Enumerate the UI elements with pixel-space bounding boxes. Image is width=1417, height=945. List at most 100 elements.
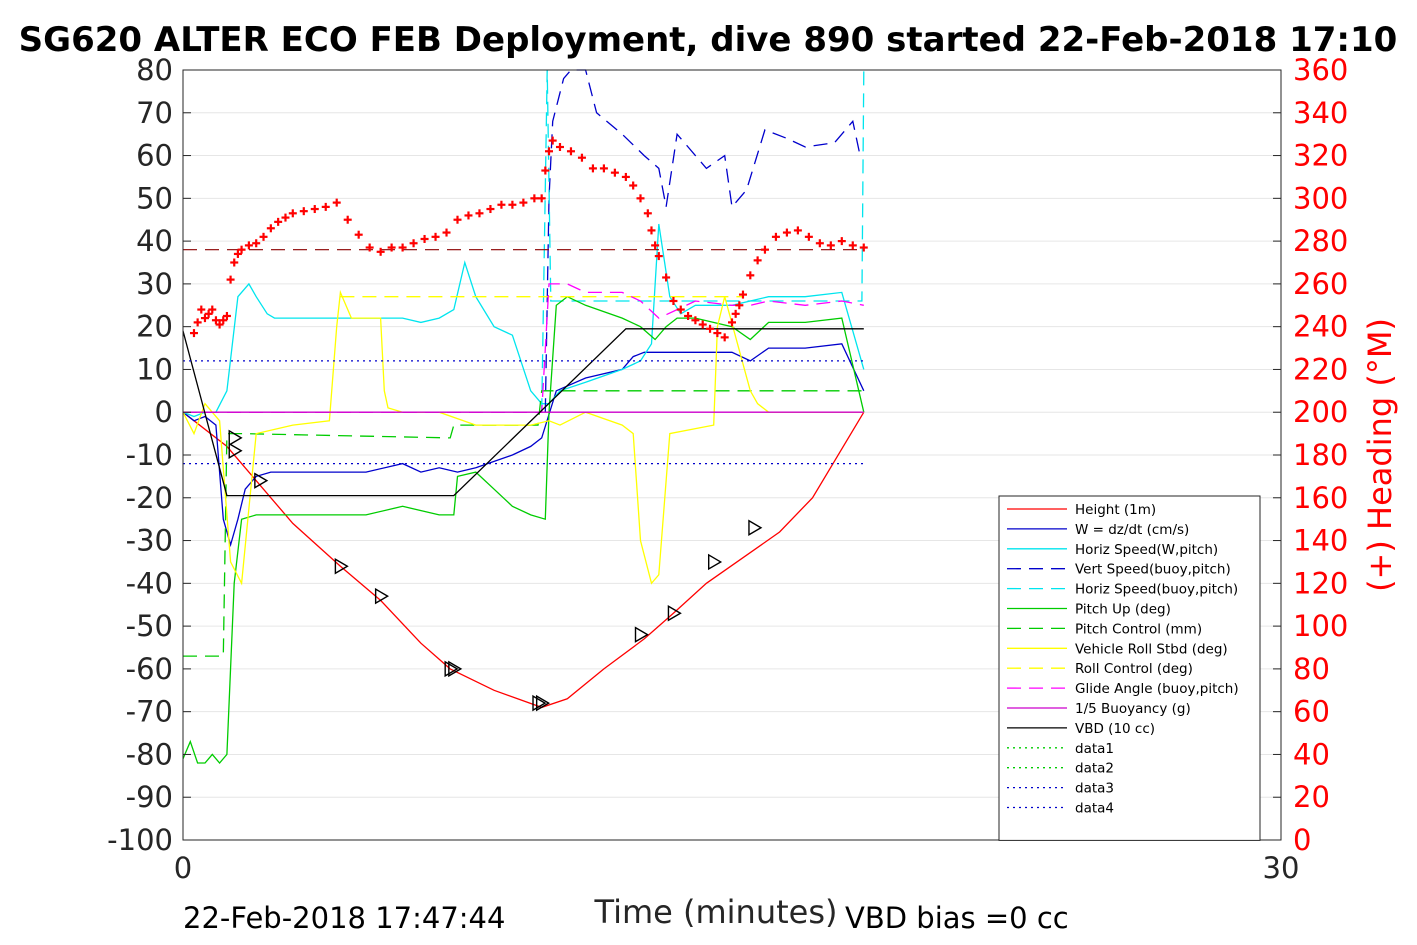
left-tick-label-9: -10: [126, 438, 173, 472]
heading-point: [237, 245, 246, 254]
triangle-marker: [532, 694, 547, 712]
right-tick-label-10: 160: [1293, 481, 1348, 515]
heading-point: [738, 290, 747, 299]
left-tick-label-12: -40: [126, 566, 173, 600]
left-tick-label-6: 20: [136, 310, 173, 344]
heading-point: [654, 252, 663, 261]
heading-point: [728, 318, 736, 327]
heading-point: [409, 239, 418, 248]
right-tick-label-0: 360: [1293, 53, 1348, 87]
heading-point: [252, 239, 261, 248]
heading-point: [621, 172, 630, 181]
right-axis-label: (+) Heading (°M): [1361, 318, 1399, 592]
triangle-marker: [228, 429, 243, 447]
heading-point: [599, 164, 608, 173]
x-tick-label-1: 30: [1263, 851, 1300, 885]
heading-point: [464, 211, 473, 220]
left-tick-label-13: -50: [126, 609, 173, 643]
left-tick-label-1: 70: [136, 96, 173, 130]
heading-point: [537, 194, 546, 203]
heading-point: [310, 205, 319, 214]
heading-point: [804, 232, 813, 241]
heading-point: [713, 329, 722, 338]
heading-point: [343, 215, 352, 224]
heading-point: [588, 164, 597, 173]
left-tick-label-0: 80: [136, 53, 173, 87]
right-tick-label-2: 320: [1293, 139, 1348, 173]
heading-point: [222, 311, 231, 320]
triangle-marker: [334, 558, 349, 575]
heading-point: [259, 232, 268, 241]
heading-point: [629, 181, 638, 190]
right-tick-label-14: 80: [1293, 652, 1330, 686]
legend: Height (1m) W = dz/dt (cm/s) Horiz Speed(W…: [998, 495, 1261, 841]
heading-point: [826, 241, 835, 250]
heading-point: [281, 213, 290, 222]
heading-point: [698, 320, 707, 329]
triangle-marker: [444, 660, 459, 678]
heading-point: [233, 249, 242, 258]
heading-point: [859, 243, 868, 252]
heading-point: [197, 305, 206, 314]
right-tick-label-11: 140: [1293, 524, 1348, 558]
heading-point: [720, 333, 729, 342]
x-axis-label: Time (minutes): [594, 893, 838, 931]
triangle-marker: [748, 519, 763, 536]
series-height-1m: [182, 411, 865, 709]
heading-point: [735, 301, 744, 310]
right-tick-label-13: 100: [1293, 609, 1348, 643]
legend-label-9: Glide Angle (buoy,pitch): [1075, 681, 1239, 697]
heading-point: [548, 136, 557, 145]
x-axis-ticks: 0 30: [174, 832, 1300, 885]
legend-label-4: Horiz Speed(buoy,pitch): [1075, 582, 1238, 598]
legend-label-7: Vehicle Roll Stbd (deg): [1075, 641, 1228, 657]
heading-point: [669, 297, 678, 305]
triangle-marker: [708, 553, 723, 571]
triangle-markers: [228, 429, 763, 712]
heading-point: [274, 217, 283, 226]
series-glide-angle-buoy-pitch: [183, 283, 864, 413]
heading-point: [676, 305, 685, 314]
heading-point: [541, 166, 550, 175]
heading-point: [200, 314, 209, 323]
heading-point: [266, 224, 275, 233]
right-tick-label-12: 120: [1293, 566, 1348, 600]
right-tick-label-9: 180: [1293, 438, 1348, 472]
heading-point: [431, 232, 440, 241]
series-pitch-control-mm: [183, 390, 864, 657]
legend-label-0: Height (1m): [1075, 502, 1156, 518]
legend-label-1: W = dz/dt (cm/s): [1075, 522, 1189, 538]
heading-point: [555, 143, 564, 151]
triangle-marker: [667, 605, 682, 622]
heading-point: [815, 239, 824, 248]
right-tick-label-16: 40: [1293, 737, 1330, 771]
footer-timestamp: 22-Feb-2018 17:47:44: [183, 901, 505, 935]
right-tick-label-8: 200: [1293, 395, 1348, 429]
series-horiz-speed-w-pitch: [182, 223, 865, 418]
heading-point: [508, 200, 517, 209]
heading-point: [793, 226, 802, 235]
heading-point: [204, 309, 213, 318]
heading-point: [519, 198, 528, 207]
series-horiz-speed-buoy-pitch: [541, 69, 865, 413]
heading-point: [244, 241, 253, 250]
heading-point: [189, 329, 198, 338]
legend-label-15: data4: [1075, 801, 1114, 817]
triangle-marker: [374, 587, 390, 605]
right-tick-label-18: 0: [1293, 823, 1311, 857]
legend-label-6: Pitch Control (mm): [1075, 621, 1202, 637]
heading-point: [771, 232, 780, 241]
heading-point: [387, 243, 396, 252]
series-vbd-10-cc: [182, 328, 864, 497]
heading-point: [848, 241, 857, 250]
heading-point: [376, 247, 385, 256]
left-tick-label-16: -80: [126, 737, 173, 771]
heading-point: [219, 316, 228, 325]
heading-point: [420, 234, 429, 243]
heading-point: [647, 226, 656, 235]
right-tick-label-15: 60: [1293, 695, 1330, 729]
heading-point: [651, 241, 660, 250]
heading-point: [706, 324, 715, 333]
heading-point: [782, 228, 791, 237]
left-tick-label-11: -30: [126, 524, 173, 558]
